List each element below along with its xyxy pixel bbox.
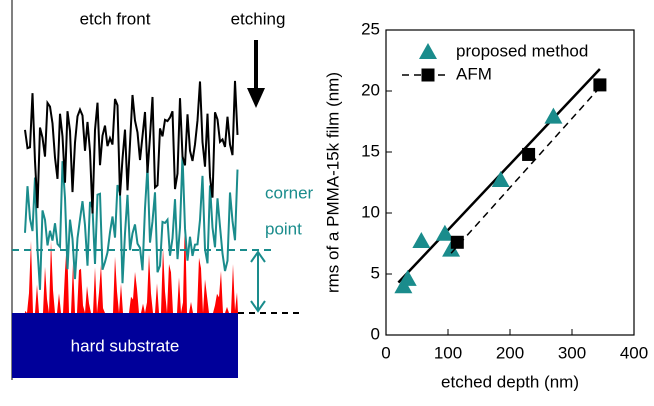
triangle-point [491, 171, 510, 188]
fit-line [450, 86, 601, 254]
legend-label: AFM [456, 64, 492, 83]
substrate-label: hard substrate [71, 336, 180, 355]
square-point [522, 147, 536, 161]
residue [25, 214, 238, 313]
double-arrow [250, 250, 266, 313]
triangle-point [398, 269, 417, 286]
profile [24, 80, 239, 214]
y-tick-label: 10 [361, 202, 380, 221]
etch-arrow-head [247, 88, 265, 108]
legend-marker [419, 43, 437, 59]
y-tick-label: 5 [371, 263, 380, 282]
substrate [12, 313, 238, 378]
x-tick-label: 300 [558, 343, 586, 362]
profile [24, 155, 239, 290]
legend-marker [421, 68, 435, 82]
x-tick-label: 200 [496, 343, 524, 362]
triangle-point [435, 224, 454, 241]
y-tick-label: 0 [371, 324, 380, 343]
label: etch front [80, 9, 151, 28]
triangle-point [544, 107, 563, 124]
y-tick-label: 15 [361, 141, 380, 160]
label: point [265, 219, 302, 238]
square-point [593, 78, 607, 92]
x-tick-label: 100 [434, 343, 462, 362]
legend-label: proposed method [456, 41, 588, 60]
y-tick-label: 20 [361, 80, 380, 99]
y-tick-label: 25 [361, 19, 380, 38]
label: corner [265, 183, 314, 202]
x-tick-label: 0 [381, 343, 390, 362]
square-point [450, 235, 464, 249]
chart: 0 5 10 15 20 25 0 100 200 300 400 etched depth (nm)… [323, 19, 648, 391]
x-tick-label: 400 [620, 343, 648, 362]
x-axis-label: etched depth (nm) [441, 372, 579, 391]
triangle-point [412, 232, 431, 249]
label: etching [231, 9, 286, 28]
y-axis-label: rms of a PMMA-15k film (nm) [323, 72, 342, 293]
diagram [24, 80, 239, 313]
